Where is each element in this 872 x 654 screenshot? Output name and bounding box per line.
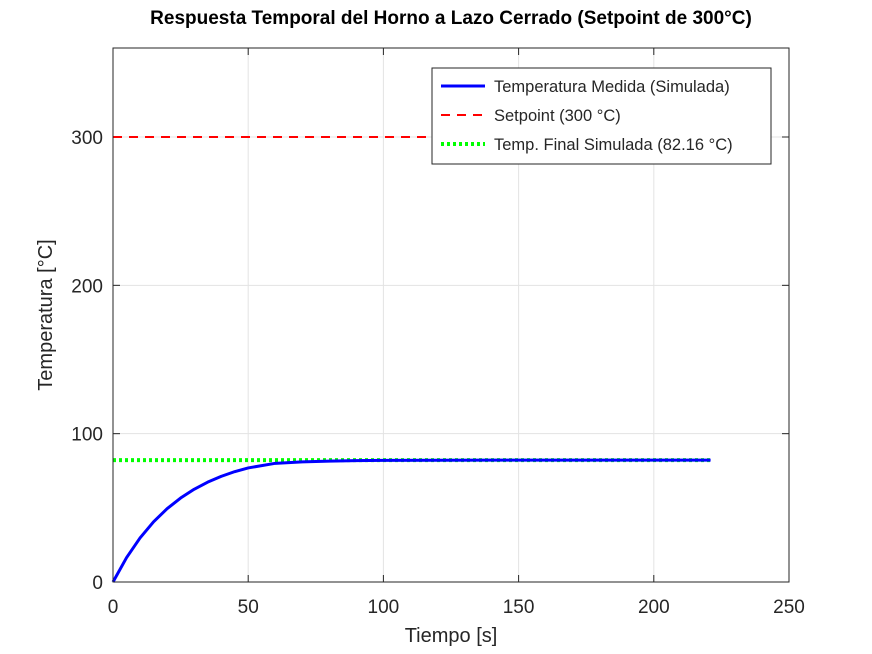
legend-box [431, 67, 772, 165]
legend-label-3: Temp. Final Simulada (82.16 °C) [494, 136, 733, 154]
legend-label-1: Temperatura Medida (Simulada) [494, 78, 730, 96]
x-tick-label: 150 [503, 597, 535, 618]
y-tick-label: 200 [71, 276, 103, 297]
x-tick-label: 100 [368, 597, 400, 618]
legend: Temperatura Medida (Simulada) Setpoint (3… [431, 67, 772, 165]
chart-title: Respuesta Temporal del Horno a Lazo Cerr… [150, 8, 752, 29]
series-line-1 [111, 458, 711, 583]
y-axis-label: Temperatura [°C] [35, 239, 57, 390]
y-tick-label: 300 [71, 128, 103, 149]
x-tick-label: 200 [638, 597, 670, 618]
x-tick-label: 250 [773, 597, 805, 618]
x-tick-labels: 0 50 100 150 200 250 [108, 597, 805, 618]
y-tick-label: 100 [71, 425, 103, 446]
x-tick-label: 0 [108, 597, 119, 618]
x-tick-label: 50 [238, 597, 259, 618]
y-tick-label: 0 [92, 573, 103, 594]
legend-label-2: Setpoint (300 °C) [494, 107, 621, 125]
plot-border [112, 47, 790, 583]
x-axis-label: Tiempo [s] [405, 625, 498, 647]
y-tick-labels: 0 100 200 300 [71, 128, 103, 594]
